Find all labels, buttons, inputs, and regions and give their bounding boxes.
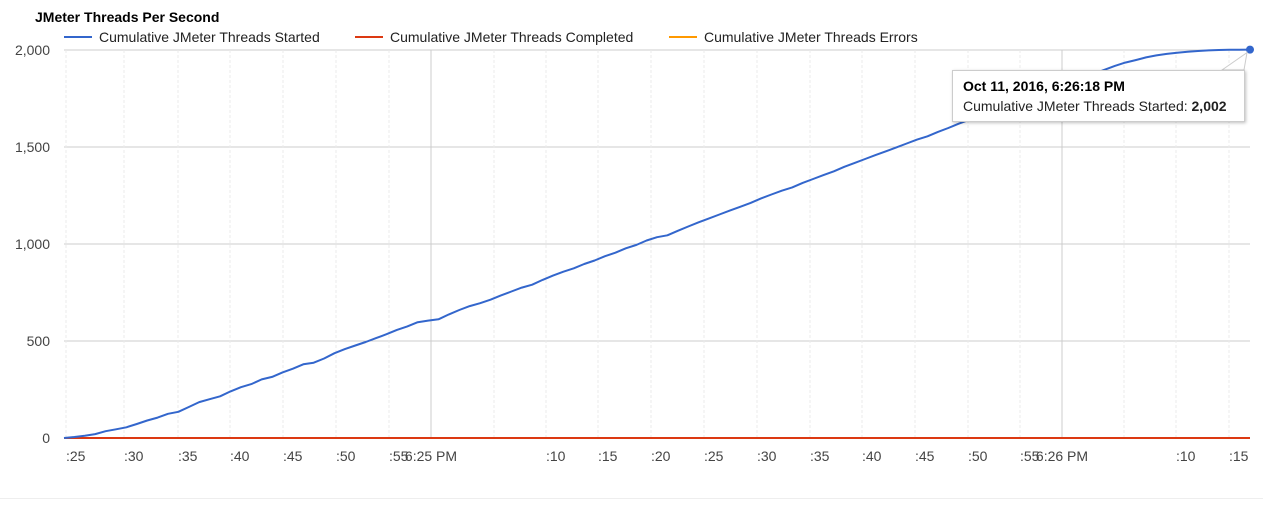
y-tick-label: 500 (27, 333, 51, 349)
x-axis: :25:30:35:40:45:50:556:25 PM:10:15:20:25… (66, 448, 1249, 464)
y-tick-label: 2,000 (15, 42, 50, 58)
y-axis: 0 500 1,000 1,500 2,000 (15, 42, 50, 446)
tooltip-label: Cumulative JMeter Threads Started: (963, 98, 1188, 114)
tooltip: Oct 11, 2016, 6:26:18 PM Cumulative JMet… (952, 70, 1245, 122)
x-tick-label: :15 (598, 448, 618, 464)
tooltip-line: Cumulative JMeter Threads Started: 2,002 (963, 98, 1234, 114)
x-tick-label: :45 (915, 448, 935, 464)
legend: Cumulative JMeter Threads Started Cumulat… (64, 29, 918, 45)
x-tick-label: :35 (178, 448, 198, 464)
y-tick-label: 0 (42, 430, 50, 446)
x-tick-label: 6:26 PM (1036, 448, 1088, 464)
x-tick-label: :50 (968, 448, 988, 464)
x-tick-label: :25 (704, 448, 724, 464)
legend-item[interactable]: Cumulative JMeter Threads Completed (390, 29, 633, 45)
x-tick-label: :45 (283, 448, 303, 464)
x-tick-label: 6:25 PM (405, 448, 457, 464)
x-tick-label: :10 (546, 448, 566, 464)
y-tick-label: 1,000 (15, 236, 50, 252)
tooltip-pointer (1220, 51, 1248, 71)
x-tick-label: :40 (230, 448, 250, 464)
highlighted-data-point[interactable] (1246, 45, 1254, 54)
x-tick-label: :55 (389, 448, 409, 464)
tooltip-arrow (1220, 51, 1248, 71)
x-tick-label: :30 (124, 448, 144, 464)
x-tick-label: :15 (1229, 448, 1249, 464)
x-tick-label: :50 (336, 448, 356, 464)
x-tick-label: :30 (757, 448, 777, 464)
tooltip-value: 2,002 (1191, 98, 1227, 114)
x-tick-label: :10 (1176, 448, 1196, 464)
tooltip-title: Oct 11, 2016, 6:26:18 PM (963, 78, 1125, 94)
x-tick-label: :40 (862, 448, 882, 464)
legend-item[interactable]: Cumulative JMeter Threads Started (99, 29, 320, 45)
y-tick-label: 1,500 (15, 139, 50, 155)
bottom-border (0, 498, 1263, 499)
chart-title: JMeter Threads Per Second (35, 9, 219, 25)
x-tick-label: :35 (810, 448, 830, 464)
x-tick-label: :20 (651, 448, 671, 464)
x-tick-label: :25 (66, 448, 86, 464)
legend-item[interactable]: Cumulative JMeter Threads Errors (704, 29, 918, 45)
x-tick-label: :55 (1020, 448, 1040, 464)
